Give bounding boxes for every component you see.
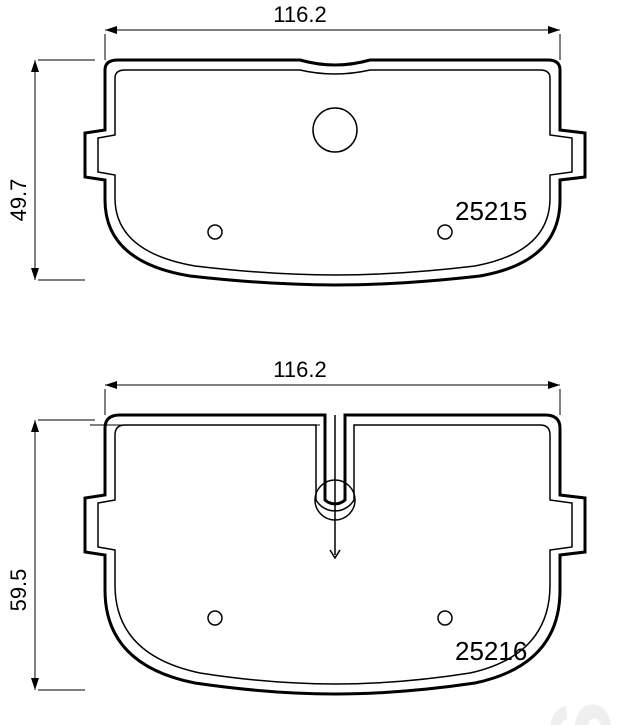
pad-25216: 116.2 59.5 25216 <box>6 357 585 694</box>
part-number: 25216 <box>455 636 527 666</box>
watermark-text: Japanparts <box>511 700 634 725</box>
part-number: 25215 <box>455 196 527 226</box>
center-hole <box>313 108 357 152</box>
pad-inner-outline <box>98 70 572 275</box>
width-label: 116.2 <box>273 357 326 382</box>
pad-25215: 116.2 49.7 25215 <box>6 2 585 285</box>
small-hole <box>208 225 222 239</box>
drawing-canvas: Japanparts 116.2 49.7 <box>0 0 636 725</box>
small-hole <box>208 611 222 625</box>
small-hole <box>438 611 452 625</box>
width-dimension: 116.2 <box>105 357 560 415</box>
height-dimension: 59.5 <box>6 420 95 690</box>
small-hole <box>438 225 452 239</box>
height-dimension: 49.7 <box>6 60 95 280</box>
height-label: 59.5 <box>6 569 31 612</box>
height-label: 49.7 <box>6 179 31 222</box>
width-label: 116.2 <box>273 2 326 27</box>
pad-outline <box>85 60 585 285</box>
width-dimension: 116.2 <box>105 2 560 60</box>
